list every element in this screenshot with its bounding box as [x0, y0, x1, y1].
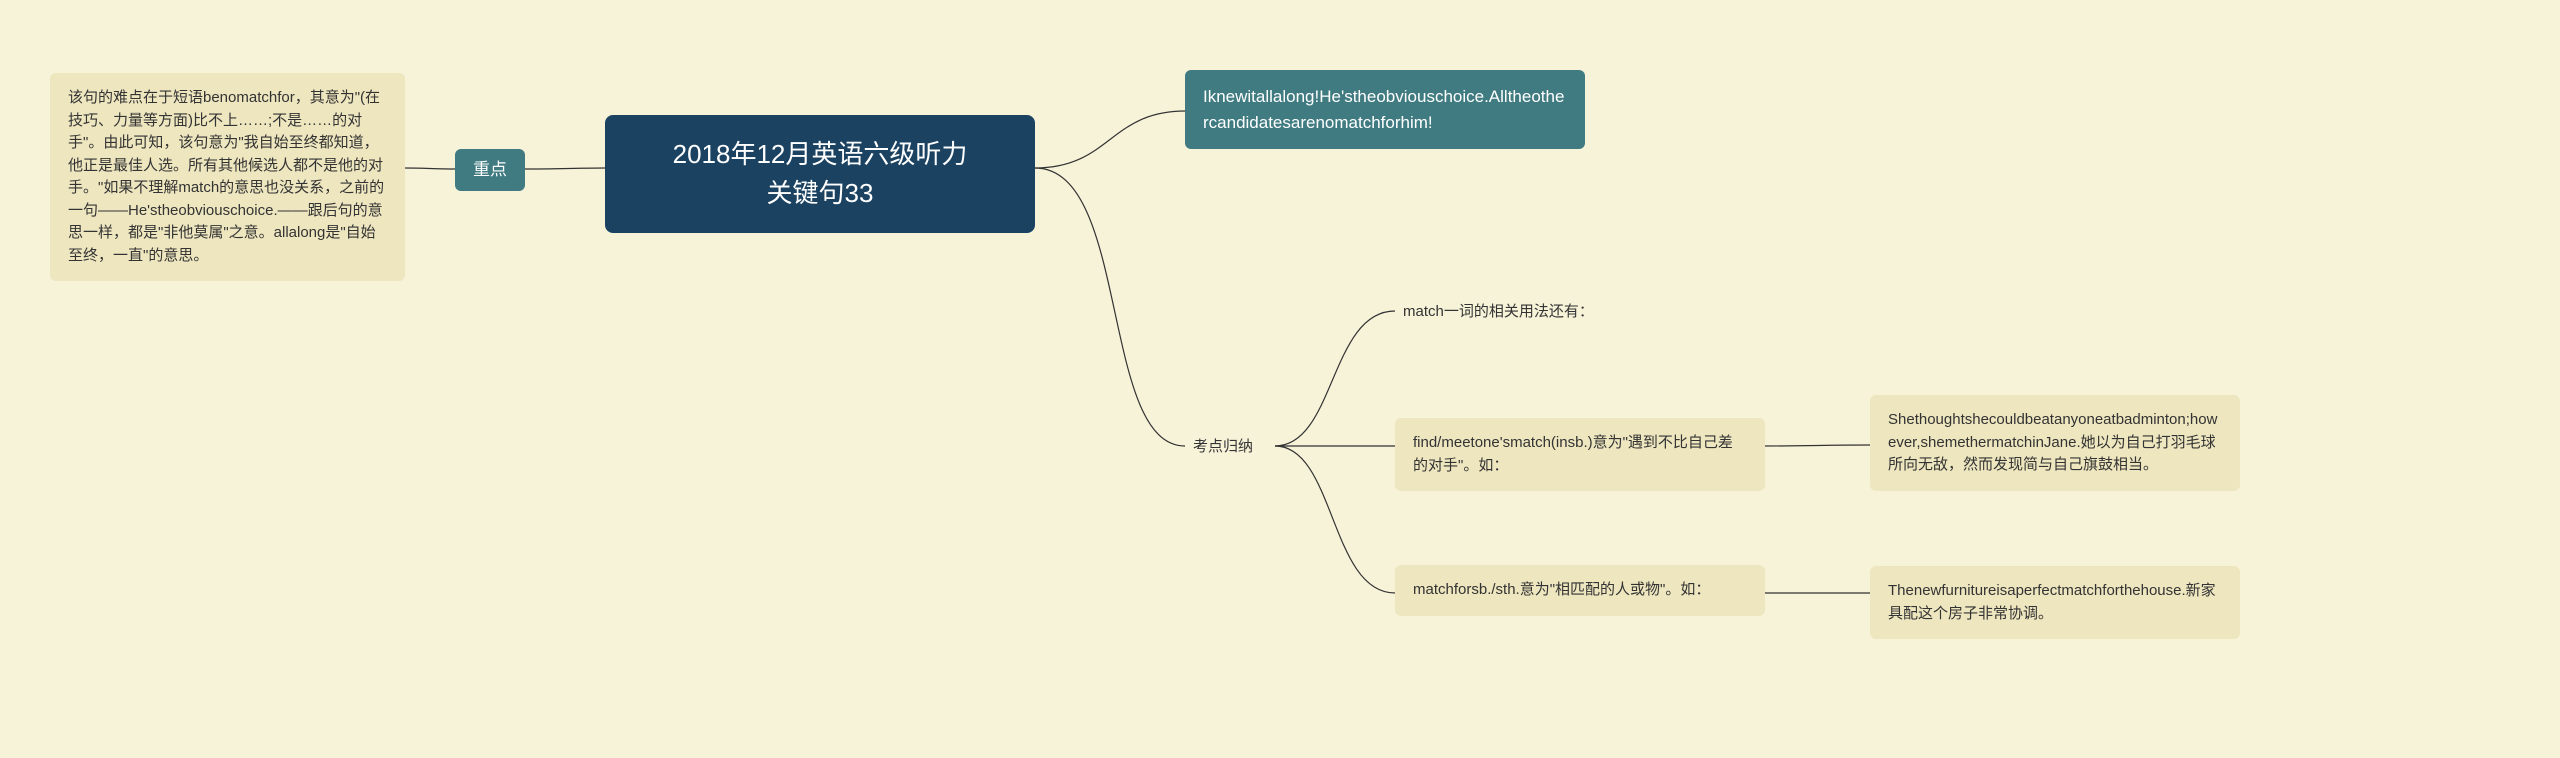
kaodian-item-3-example: Thenewfurnitureisaperfectmatchforthehous…	[1870, 566, 2240, 639]
edge	[405, 168, 455, 169]
root-line1: 2018年12月英语六级听力	[635, 135, 1005, 174]
sentence-node: Iknewitallalong!He'stheobviouschoice.All…	[1185, 70, 1585, 149]
edge	[525, 168, 605, 169]
edge	[1275, 446, 1395, 593]
root-node: 2018年12月英语六级听力 关键句33	[605, 115, 1035, 233]
edge	[1035, 111, 1185, 168]
edge	[1275, 311, 1395, 446]
root-line2: 关键句33	[635, 174, 1005, 213]
zhongdian-detail-node: 该句的难点在于短语benomatchfor，其意为"(在技巧、力量等方面)比不上…	[50, 73, 405, 281]
edge	[1765, 445, 1870, 446]
kaodian-item-1: match一词的相关用法还有：	[1395, 295, 1602, 330]
kaodian-item-3: matchforsb./sth.意为"相匹配的人或物"。如：	[1395, 565, 1765, 616]
kaodian-item-2-example: Shethoughtshecouldbeatanyoneatbadminton;…	[1870, 395, 2240, 491]
zhongdian-node: 重点	[455, 149, 525, 191]
kaodian-item-2: find/meetone'smatch(insb.)意为"遇到不比自己差的对手"…	[1395, 418, 1765, 491]
kaodian-node: 考点归纳	[1185, 430, 1261, 465]
edge	[1035, 168, 1185, 446]
